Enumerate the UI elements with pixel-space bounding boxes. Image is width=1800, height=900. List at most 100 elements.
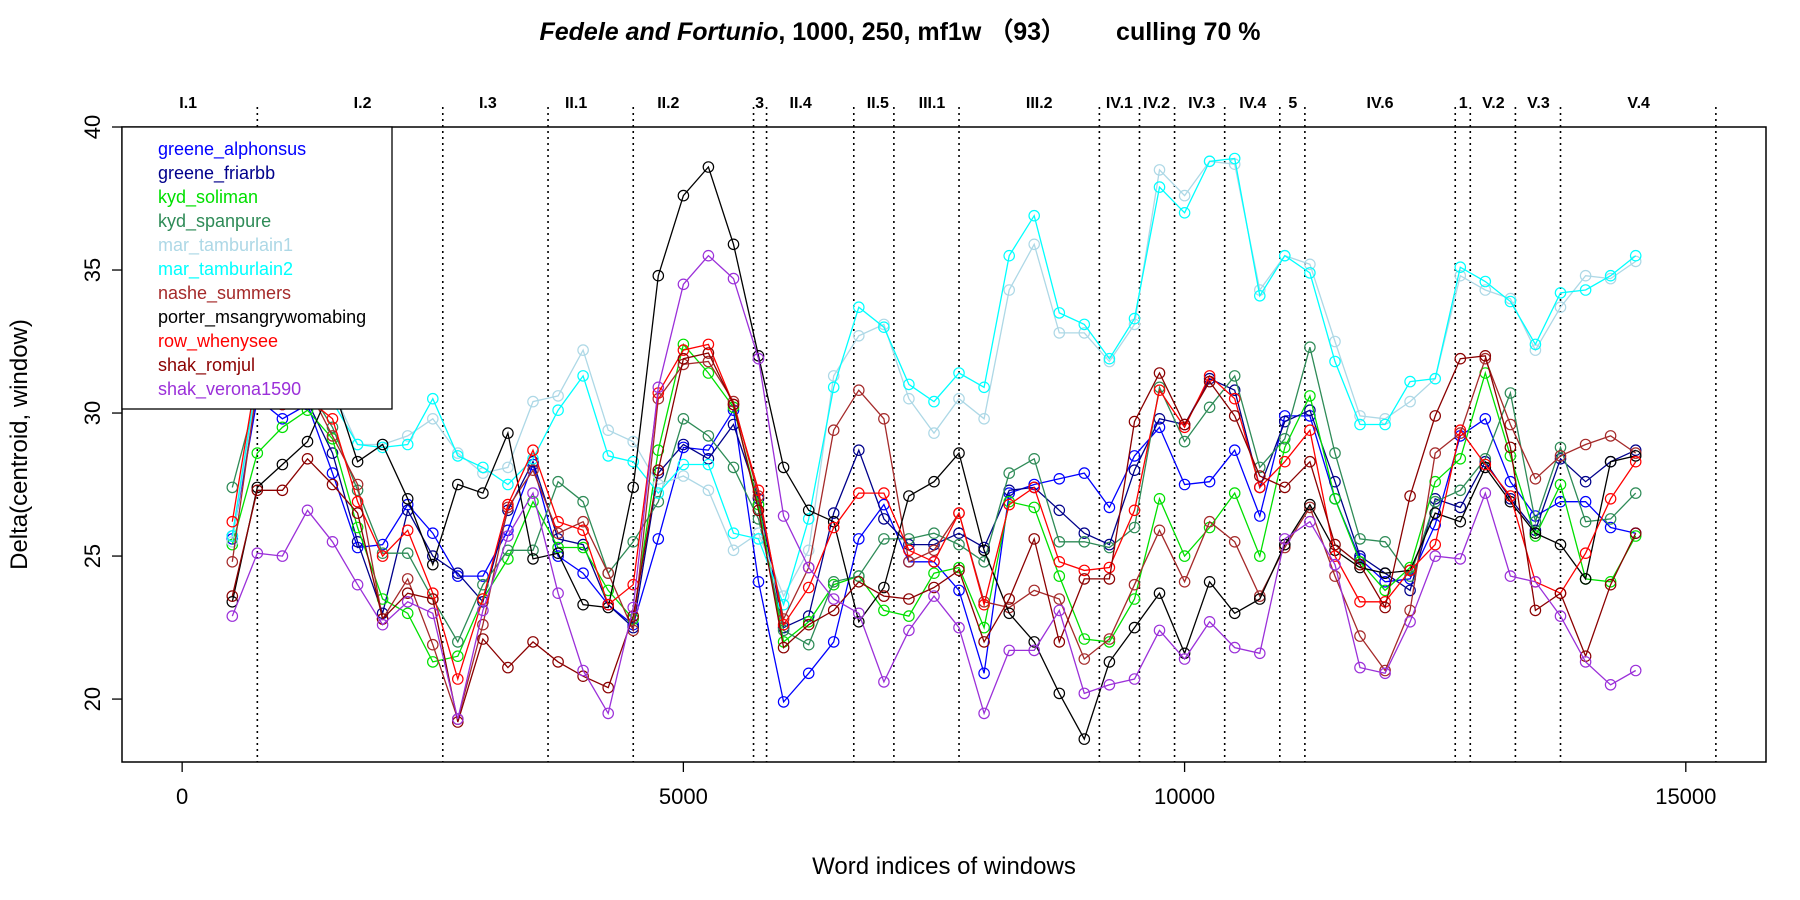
- data-point: [602, 601, 614, 614]
- data-point: [1554, 452, 1567, 465]
- data-point: [401, 587, 414, 599]
- data-point: [802, 581, 815, 594]
- data-point: [1604, 521, 1617, 534]
- data-point: [1153, 492, 1166, 505]
- legend-entry: kyd_spanpure: [158, 211, 271, 232]
- data-point: [1479, 275, 1492, 288]
- data-point: [1053, 307, 1066, 319]
- data-point: [1103, 656, 1116, 668]
- data-point: [276, 484, 289, 497]
- y-tick-label: 25: [80, 544, 105, 568]
- data-point: [1304, 455, 1316, 468]
- data-point: [1103, 561, 1116, 574]
- data-point: [426, 527, 439, 539]
- data-point: [1304, 515, 1316, 528]
- data-point: [852, 384, 865, 396]
- data-point: [326, 421, 339, 434]
- scene-labels: I.1 I.2 I.3 II.1 II.2 3 II.4 II.5 III.1 III.2 IV.1…: [179, 95, 1650, 112]
- data-point: [1053, 535, 1066, 548]
- data-point: [727, 272, 740, 285]
- data-point: [1003, 607, 1015, 620]
- data-point: [1203, 372, 1216, 385]
- data-point: [251, 447, 264, 459]
- data-point: [1579, 515, 1592, 528]
- data-point: [1379, 667, 1391, 680]
- data-point: [552, 547, 564, 559]
- data-point: [1028, 478, 1040, 491]
- data-point: [1579, 656, 1592, 668]
- scene-label: IV.6: [1367, 95, 1394, 112]
- data-point: [1003, 249, 1015, 262]
- data-point: [1304, 258, 1316, 271]
- data-point: [1053, 570, 1066, 582]
- data-point: [1078, 733, 1091, 745]
- data-point: [1178, 435, 1191, 448]
- data-point: [1529, 472, 1542, 485]
- data-point: [1279, 533, 1291, 545]
- data-point: [1279, 441, 1291, 454]
- data-point: [426, 550, 439, 562]
- data-point: [527, 464, 539, 476]
- data-point: [1078, 527, 1091, 539]
- data-point: [1454, 352, 1467, 365]
- data-point: [477, 570, 489, 582]
- data-point: [1228, 384, 1241, 396]
- data-point: [953, 392, 965, 405]
- data-point: [1504, 490, 1517, 502]
- data-point: [1203, 155, 1216, 168]
- data-point: [677, 189, 690, 202]
- data-point: [777, 641, 790, 654]
- data-point: [1103, 501, 1116, 514]
- scene-label: II.1: [565, 95, 587, 112]
- data-point: [1078, 653, 1091, 665]
- data-point: [1028, 644, 1040, 657]
- data-point: [451, 713, 464, 725]
- data-point: [1479, 487, 1492, 499]
- data-point: [928, 555, 940, 568]
- data-point: [1103, 352, 1116, 365]
- data-point: [852, 301, 865, 313]
- data-point: [1604, 492, 1617, 505]
- data-point: [602, 450, 614, 462]
- data-point: [827, 521, 840, 534]
- data-point: [1454, 261, 1467, 273]
- data-point: [1329, 355, 1341, 368]
- data-point: [1078, 633, 1091, 645]
- data-point: [827, 381, 840, 394]
- data-point: [1228, 641, 1241, 654]
- data-point: [1404, 561, 1416, 574]
- data-point: [1379, 418, 1391, 431]
- data-point: [1554, 538, 1567, 551]
- data-point: [627, 610, 639, 622]
- data-point: [1604, 455, 1617, 468]
- series-line: [231, 157, 1637, 607]
- data-point: [552, 527, 564, 539]
- data-point: [1053, 555, 1066, 568]
- data-point: [602, 424, 614, 436]
- data-point: [1053, 504, 1066, 517]
- scene-label: V.3: [1527, 95, 1550, 112]
- data-point: [401, 547, 414, 559]
- data-point: [1579, 547, 1592, 559]
- data-point: [652, 269, 665, 282]
- data-point: [1279, 455, 1291, 468]
- data-point: [1354, 533, 1366, 545]
- series-mar_tamburlain2: [226, 152, 1642, 611]
- data-point: [1304, 424, 1316, 436]
- data-point: [577, 344, 589, 356]
- data-point: [1579, 269, 1592, 282]
- data-point: [1128, 578, 1141, 591]
- data-point: [928, 567, 940, 579]
- data-point: [1304, 404, 1316, 416]
- data-point: [1529, 527, 1542, 539]
- data-point: [326, 478, 339, 491]
- data-point: [677, 278, 690, 291]
- data-point: [1604, 513, 1617, 525]
- data-point: [1529, 338, 1542, 351]
- data-point: [627, 455, 639, 468]
- data-point: [627, 601, 639, 614]
- legend-entry: mar_tamburlain1: [158, 235, 293, 256]
- series-porter_msangrywomabing: [226, 161, 1642, 745]
- data-point: [1128, 312, 1141, 325]
- data-point: [1153, 367, 1166, 379]
